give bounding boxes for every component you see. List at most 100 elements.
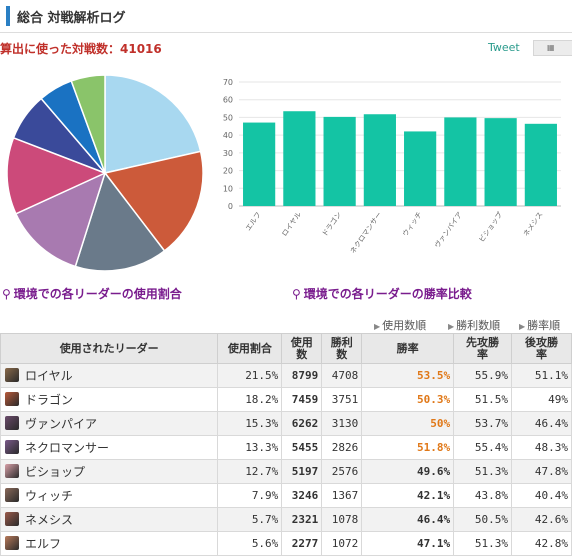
bar-chart: 0 10 20 30 40 50 60 70 エルフ ロイヤル ドラゴン ネクロマンサー ウィッチ ヴァン… [223, 78, 561, 256]
table-row: ネクロマンサー 13.3% 5455 2826 51.8% 55.4% 48.3% [0, 435, 572, 460]
leader-label[interactable]: ビショップ [25, 465, 86, 479]
share-cell: 15.3% [217, 411, 283, 436]
sort-by-wins[interactable]: ▶ 勝利数順 [448, 319, 501, 332]
leader-name: ロイヤル [0, 363, 219, 388]
first-winrate-cell: 43.8% [453, 483, 513, 508]
col-leader[interactable]: 使用されたリーダー [0, 333, 219, 364]
table-row: ヴァンパイア 15.3% 6262 3130 50% 53.7% 46.4% [0, 411, 572, 436]
bar[interactable] [323, 116, 356, 206]
winrate-cell: 53.5% [361, 363, 455, 388]
first-winrate-cell: 55.4% [453, 435, 513, 460]
wins-cell: 3130 [321, 411, 363, 436]
pie-caption-text: 環境での各リーダーの使用割合 [13, 287, 182, 301]
y-tick-label: 20 [223, 167, 233, 176]
map-pin-icon: ⚲ [2, 287, 11, 301]
bar-caption-text: 環境での各リーダーの勝率比較 [303, 287, 472, 301]
second-winrate-cell: 42.6% [511, 507, 572, 532]
share-cell: 18.2% [217, 387, 283, 412]
leader-label[interactable]: ヴァンパイア [25, 417, 98, 431]
col-second-winrate[interactable]: 後攻勝率 [511, 333, 572, 364]
leader-label[interactable]: ネメシス [25, 513, 74, 527]
bar[interactable] [363, 114, 396, 206]
x-tick-label: ビショップ [477, 210, 504, 244]
winrate-cell: 49.6% [361, 459, 455, 484]
share-cell: 5.7% [217, 507, 283, 532]
x-tick-label: エルフ [244, 211, 263, 233]
bar[interactable] [243, 122, 276, 206]
leader-avatar [5, 464, 19, 478]
wins-cell: 2826 [321, 435, 363, 460]
uses-cell: 7459 [281, 387, 323, 412]
col-winrate[interactable]: 勝率 [361, 333, 455, 364]
leader-name: ネクロマンサー [0, 435, 219, 460]
winrate-cell: 51.8% [361, 435, 455, 460]
winrate-cell: 50% [361, 411, 455, 436]
leader-name: ヴァンパイア [0, 411, 219, 436]
sort-by-uses[interactable]: ▶ 使用数順 [374, 319, 427, 332]
leader-label[interactable]: ネクロマンサー [25, 441, 110, 455]
table-row: エルフ 5.6% 2277 1072 47.1% 51.3% 42.8% [0, 531, 572, 556]
leader-avatar [5, 536, 19, 550]
x-tick-label: ロイヤル [281, 211, 303, 238]
y-tick-label: 10 [223, 184, 233, 193]
leader-name: ネメシス [0, 507, 219, 532]
share-cell: 21.5% [217, 363, 283, 388]
header-accent-bar [6, 6, 10, 26]
col-wins[interactable]: 勝利数 [321, 333, 363, 364]
col-uses[interactable]: 使用数 [281, 333, 323, 364]
second-winrate-cell: 47.8% [511, 459, 572, 484]
leader-label[interactable]: エルフ [25, 537, 62, 551]
table-header-row: 使用されたリーダー 使用割合 使用数 勝利数 勝率 先攻勝率 後攻勝率 [0, 333, 572, 364]
pie-caption: ⚲ 環境での各リーダーの使用割合 [2, 285, 182, 302]
bar-caption: ⚲ 環境での各リーダーの勝率比較 [292, 285, 472, 302]
triangle-right-icon: ▶ [519, 322, 526, 331]
wins-cell: 1072 [321, 531, 363, 556]
pie-slice[interactable] [70, 74, 106, 174]
bar[interactable] [524, 123, 557, 206]
leader-name: エルフ [0, 531, 219, 556]
table-row: ネメシス 5.7% 2321 1078 46.4% 50.5% 42.6% [0, 507, 572, 532]
first-winrate-cell: 51.5% [453, 387, 513, 412]
share-cell: 7.9% [217, 483, 283, 508]
section-header: 総合 対戦解析ログ [0, 0, 572, 33]
leader-label[interactable]: ウィッチ [25, 489, 74, 503]
y-tick-label: 30 [223, 149, 233, 158]
leader-name: ドラゴン [0, 387, 219, 412]
bar[interactable] [283, 111, 316, 206]
col-share[interactable]: 使用割合 [217, 333, 283, 364]
share-cell: 5.6% [217, 531, 283, 556]
wins-cell: 1078 [321, 507, 363, 532]
leader-avatar [5, 368, 19, 382]
pie-slice[interactable] [103, 150, 204, 252]
x-tick-label: ウィッチ [401, 211, 424, 239]
first-winrate-cell: 51.3% [453, 459, 513, 484]
map-pin-icon: ⚲ [292, 287, 301, 301]
wins-cell: 3751 [321, 387, 363, 412]
pie-slice[interactable] [14, 171, 107, 268]
leader-label[interactable]: ロイヤル [25, 369, 73, 383]
sort-by-winrate[interactable]: ▶ 勝率順 [519, 319, 561, 332]
wins-cell: 1367 [321, 483, 363, 508]
x-tick-label: ドラゴン [320, 210, 343, 238]
y-tick-label: 70 [223, 78, 233, 87]
uses-cell: 5197 [281, 459, 323, 484]
bar[interactable] [444, 117, 477, 206]
second-winrate-cell: 40.4% [511, 483, 572, 508]
pie-slice[interactable] [6, 136, 107, 215]
bar[interactable] [484, 118, 517, 206]
wins-cell: 2576 [321, 459, 363, 484]
share-cell: 13.3% [217, 435, 283, 460]
second-winrate-cell: 42.8% [511, 531, 572, 556]
col-first-winrate[interactable]: 先攻勝率 [453, 333, 513, 364]
table-row: ドラゴン 18.2% 7459 3751 50.3% 51.5% 49% [0, 387, 572, 412]
wins-cell: 4708 [321, 363, 363, 388]
x-tick-label: ネクロマンサー [349, 211, 384, 256]
x-tick-label: ヴァンパイア [433, 210, 464, 250]
leader-label[interactable]: ドラゴン [25, 393, 74, 407]
y-tick-label: 0 [228, 202, 233, 211]
share-button[interactable]: ▦ [533, 40, 572, 56]
tweet-link[interactable]: Tweet [488, 41, 520, 54]
bar[interactable] [404, 131, 437, 206]
second-winrate-cell: 48.3% [511, 435, 572, 460]
pie-slice[interactable] [104, 74, 202, 174]
